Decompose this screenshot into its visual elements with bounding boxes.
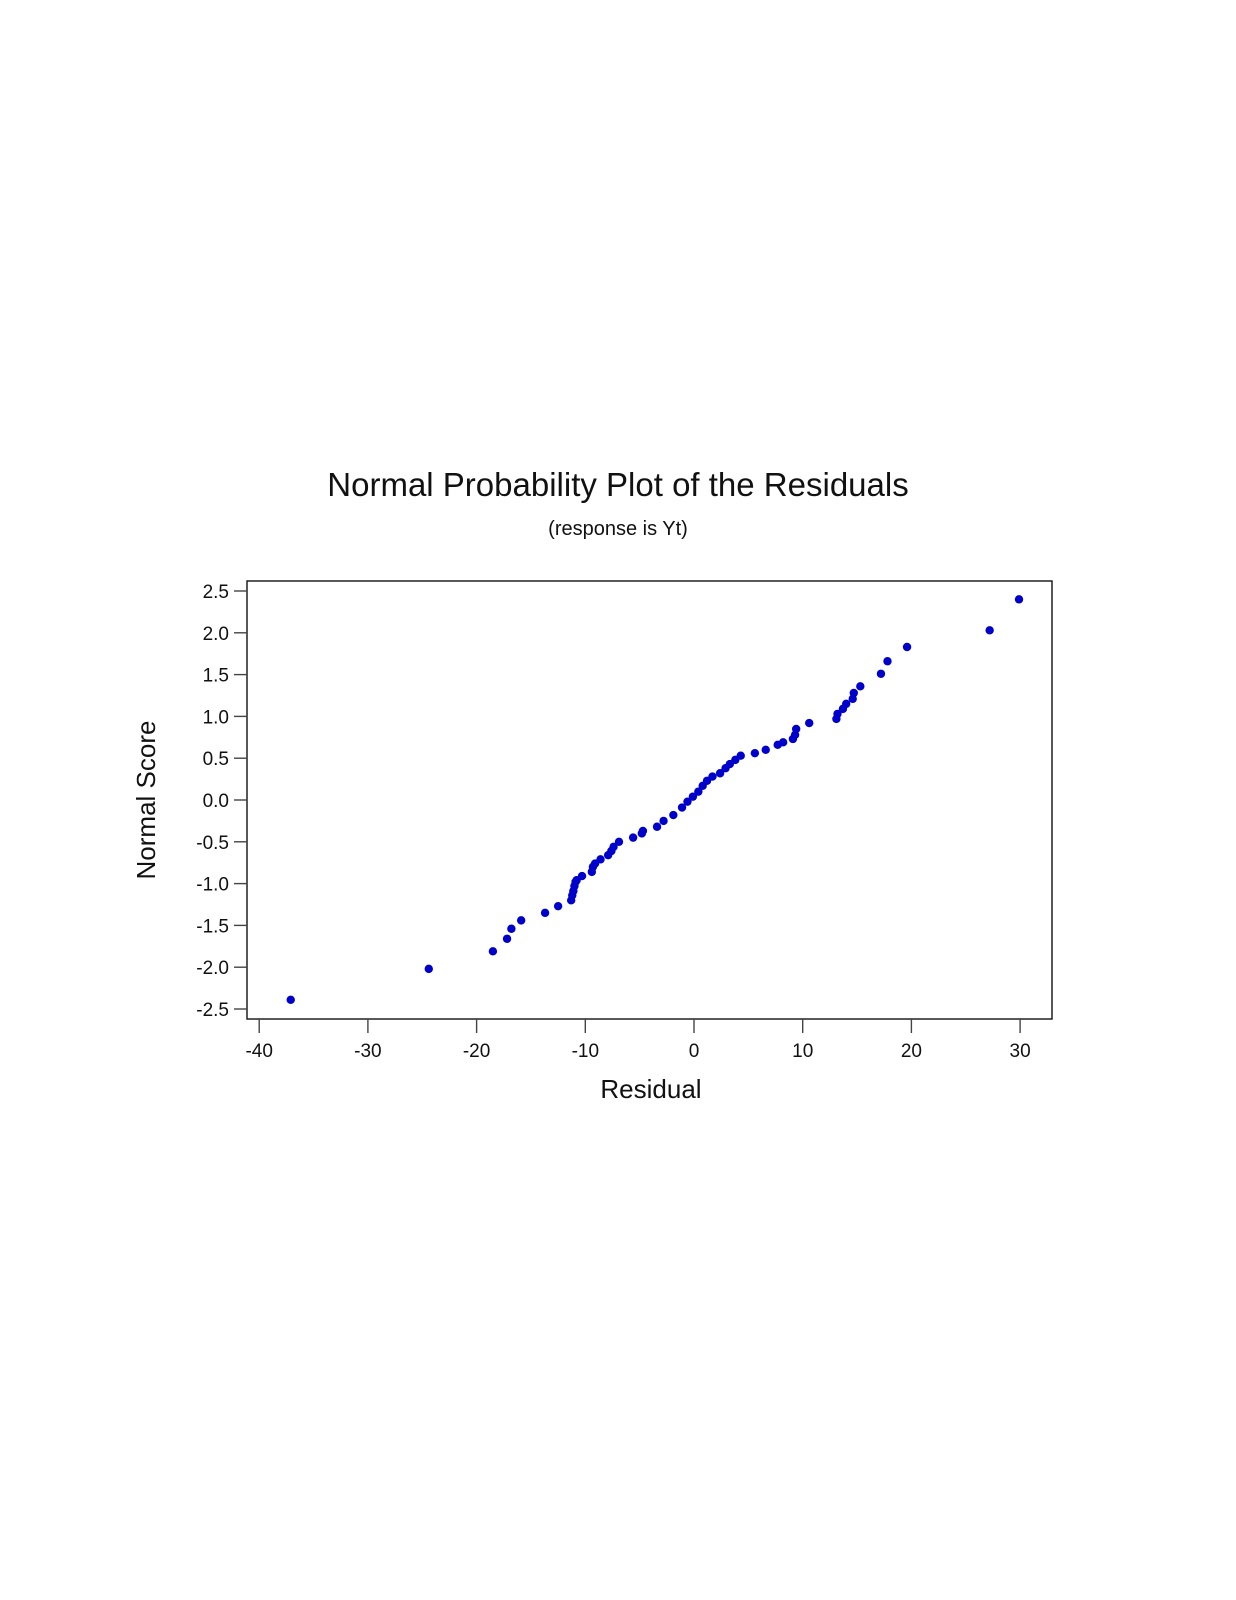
data-point [1014, 595, 1024, 604]
y-tick-label: -1.0 [196, 875, 229, 896]
y-axis: 2.5 2.0 1.5 1.0 0.5 0.0 -0.5 -1.0 -1.5 -2.0 -2.5 [196, 582, 247, 1021]
data-point [694, 787, 703, 796]
data-point [778, 738, 788, 747]
data-point [488, 947, 498, 956]
x-tick-label: 20 [901, 1041, 922, 1062]
y-tick-label: -0.5 [196, 833, 229, 854]
x-tick-label: -40 [245, 1041, 272, 1062]
data-point [614, 837, 624, 846]
y-tick-label: 0.0 [203, 791, 229, 812]
data-point [609, 842, 618, 852]
data-point [540, 908, 550, 918]
data-point [638, 826, 648, 836]
data-point [849, 688, 858, 698]
data-point [833, 709, 842, 719]
plot-frame [246, 580, 1053, 1020]
data-point [902, 642, 912, 652]
chart-subtitle: (response is Yt) [548, 518, 688, 540]
y-tick-label: -1.5 [196, 916, 229, 937]
data-point [876, 669, 886, 678]
y-tick-label: 0.5 [203, 749, 229, 770]
data-point [652, 822, 662, 831]
data-points [286, 595, 1024, 1005]
data-point [683, 797, 692, 806]
data-point [507, 924, 516, 933]
data-point [286, 995, 295, 1005]
data-point [669, 810, 678, 820]
data-point [677, 803, 687, 812]
data-point [791, 724, 801, 734]
x-axis-label: Residual [600, 1074, 701, 1104]
x-tick-label: -10 [572, 1041, 599, 1062]
data-point [841, 699, 851, 709]
data-point [659, 816, 668, 826]
x-tick-label: 0 [689, 1041, 700, 1062]
data-point [736, 751, 745, 760]
data-point [708, 772, 717, 781]
y-tick-label: 1.5 [203, 666, 229, 687]
x-tick-label: -30 [354, 1041, 381, 1062]
data-point [688, 792, 698, 801]
data-point [805, 718, 814, 728]
data-point [502, 934, 512, 943]
y-tick-label: -2.5 [196, 1000, 229, 1021]
data-point [985, 626, 994, 635]
data-point [424, 964, 433, 974]
data-point [761, 745, 770, 755]
data-point [750, 748, 760, 758]
y-tick-label: 2.5 [203, 582, 229, 603]
data-point [516, 916, 526, 925]
data-point [577, 871, 587, 881]
y-tick-label: 2.0 [203, 624, 229, 645]
y-axis-label: Normal Score [131, 721, 161, 880]
data-point [883, 657, 892, 666]
x-axis: -40 -30 -20 -10 0 10 20 30 [245, 1019, 1031, 1062]
data-point [715, 769, 725, 778]
x-tick-label: 30 [1010, 1041, 1031, 1062]
data-point [856, 682, 865, 691]
data-point [596, 855, 605, 864]
y-tick-label: 1.0 [203, 707, 229, 728]
x-tick-label: -20 [463, 1041, 490, 1062]
data-point [553, 901, 563, 911]
y-tick-label: -2.0 [196, 958, 229, 979]
x-tick-label: 10 [792, 1041, 813, 1062]
chart-title: Normal Probability Plot of the Residuals [327, 466, 909, 503]
data-point [628, 833, 638, 842]
